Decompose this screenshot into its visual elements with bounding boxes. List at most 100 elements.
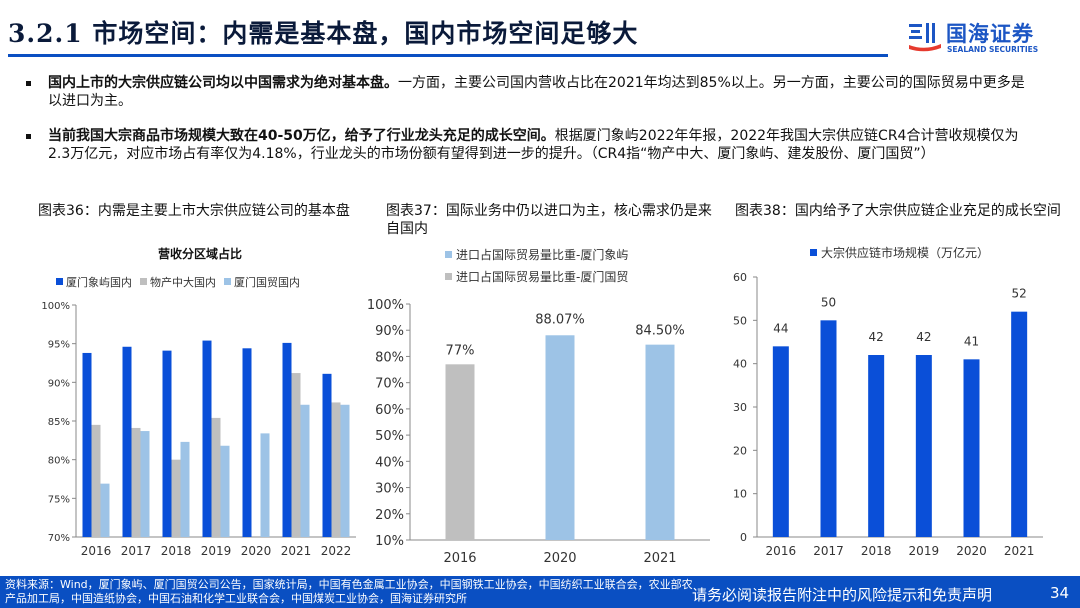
bar-2018	[868, 355, 885, 537]
data-label: 77%	[446, 343, 475, 358]
data-label: 42	[869, 330, 884, 344]
y-tick-label: 60%	[375, 403, 404, 418]
bar-2020	[545, 335, 575, 540]
legend-label: 厦门象屿国内	[66, 275, 132, 289]
data-label: 44	[773, 321, 788, 335]
bar-2019	[915, 355, 932, 537]
bar-厦门象屿国内	[242, 348, 252, 537]
y-tick-label: 80%	[48, 456, 70, 467]
bullet-dot	[26, 81, 31, 86]
y-tick-label: 50	[733, 314, 747, 327]
page-title: 3.2.1 市场空间：内需是基本盘，国内市场空间足够大	[8, 14, 638, 50]
company-logo: 国海证券 SEALAND SECURITIES	[908, 18, 1068, 60]
x-tick-label: 2016	[766, 544, 797, 558]
bar-物产中大国内	[331, 402, 341, 537]
bar-物产中大国内	[291, 373, 301, 537]
page-number: 34	[1050, 584, 1070, 602]
data-label: 50	[821, 295, 836, 309]
bar-物产中大国内	[131, 427, 141, 537]
bar-物产中大国内	[211, 417, 221, 537]
bar-2016	[445, 364, 475, 540]
data-label: 41	[964, 334, 979, 348]
x-tick-label: 2018	[161, 544, 192, 558]
chart-36-caption: 图表36：内需是主要上市大宗供应链公司的基本盘	[38, 203, 350, 219]
x-tick-label: 2021	[281, 544, 312, 558]
y-tick-label: 70%	[375, 377, 404, 392]
section-title: 市场空间：内需是基本盘，国内市场空间足够大	[92, 19, 639, 48]
bar-厦门象屿国内	[322, 373, 332, 537]
legend-swatch	[445, 273, 452, 280]
data-label: 42	[916, 330, 931, 344]
bullet-dot	[26, 134, 31, 139]
title-underline	[8, 54, 888, 57]
bullet-1-bold: 国内上市的大宗供应链公司均以中国需求为绝对基本盘。	[48, 75, 398, 91]
y-tick-label: 40	[733, 358, 747, 371]
bar-2020	[963, 359, 980, 537]
bar-厦门象屿国内	[122, 346, 132, 537]
footer-bar	[0, 576, 1080, 608]
bullet-2-bold: 当前我国大宗商品市场规模大致在40-50万亿，给予了行业龙头充足的成长空间。	[48, 128, 555, 144]
x-tick-label: 2020	[956, 544, 987, 558]
y-tick-label: 30%	[375, 482, 404, 497]
footer-disclaimer: 请务必阅读报告附注中的风险提示和免责声明	[692, 586, 993, 604]
footer-source: 资料来源：Wind，厦门象屿、厦门国贸公司公告，国家统计局，中国有色金属工业协会…	[5, 578, 693, 605]
y-tick-label: 90%	[48, 378, 70, 389]
legend-label: 进口占国际贸易量比重-厦门象屿	[456, 247, 628, 262]
y-tick-label: 100%	[367, 298, 404, 313]
x-tick-label: 2022	[321, 544, 352, 558]
chart-38-caption: 图表38：国内给予了大宗供应链企业充足的成长空间	[735, 203, 1061, 219]
x-tick-label: 2019	[909, 544, 940, 558]
legend-swatch	[810, 249, 817, 256]
bar-2016	[772, 346, 789, 537]
legend-swatch	[56, 278, 63, 285]
legend-label: 厦门国贸国内	[234, 275, 300, 289]
bar-厦门国贸国内	[260, 433, 270, 537]
y-tick-label: 60	[733, 271, 747, 284]
y-tick-label: 10	[733, 488, 747, 501]
bar-物产中大国内	[91, 424, 101, 537]
bullet-1-text: 一方面，主要公司国内营收占比在2021年均达到85%以上。另一方面，主要公司的国…	[48, 75, 1025, 109]
y-tick-label: 20	[733, 444, 747, 457]
bar-厦门国贸国内	[220, 445, 230, 537]
bar-厦门国贸国内	[140, 431, 150, 537]
legend-swatch	[445, 251, 452, 258]
bar-厦门象屿国内	[82, 352, 92, 537]
x-tick-label: 2017	[813, 544, 844, 558]
y-tick-label: 10%	[375, 534, 404, 549]
legend-swatch	[224, 278, 231, 285]
bullet-point-2: 当前我国大宗商品市场规模大致在40-50万亿，给予了行业龙头充足的成长空间。根据…	[26, 127, 1026, 163]
y-tick-label: 0	[740, 531, 747, 544]
bar-2021	[645, 344, 675, 540]
data-label: 84.50%	[635, 324, 685, 339]
y-tick-label: 95%	[48, 340, 70, 351]
legend-label: 进口占国际贸易量比重-厦门国贸	[456, 269, 628, 284]
data-label: 52	[1012, 287, 1027, 301]
x-tick-label: 2021	[1004, 544, 1035, 558]
bar-厦门国贸国内	[100, 483, 110, 537]
legend-swatch	[140, 278, 147, 285]
bar-厦门象屿国内	[282, 342, 292, 537]
y-tick-label: 100%	[41, 301, 70, 312]
x-tick-label: 2020	[241, 544, 272, 558]
y-tick-label: 70%	[48, 533, 70, 544]
bar-厦门国贸国内	[300, 404, 310, 537]
x-tick-label: 2018	[861, 544, 892, 558]
y-tick-label: 75%	[48, 494, 70, 505]
x-tick-label: 2016	[81, 544, 112, 558]
x-tick-label: 2017	[121, 544, 152, 558]
x-tick-label: 2021	[643, 551, 676, 566]
bullet-point-1: 国内上市的大宗供应链公司均以中国需求为绝对基本盘。一方面，主要公司国内营收占比在…	[26, 74, 1026, 110]
legend-label: 大宗供应链市场规模（万亿元）	[821, 245, 989, 260]
x-tick-label: 2019	[201, 544, 232, 558]
y-tick-label: 80%	[375, 350, 404, 365]
bar-2021	[1011, 311, 1028, 537]
y-tick-label: 40%	[375, 455, 404, 470]
y-tick-label: 85%	[48, 417, 70, 428]
bar-2017	[820, 320, 837, 537]
y-tick-label: 50%	[375, 429, 404, 444]
y-tick-label: 20%	[375, 508, 404, 523]
bar-厦门象屿国内	[202, 340, 212, 537]
logo-subtitle: SEALAND SECURITIES	[947, 45, 1039, 54]
data-label: 88.07%	[535, 312, 585, 327]
